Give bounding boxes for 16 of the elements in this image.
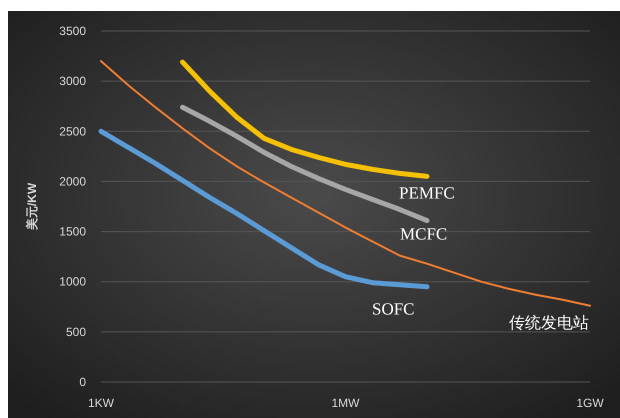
y-tick-label: 1500 [59,224,86,239]
x-tick-label: 1MW [332,396,360,410]
series-label: 传统发电站 [509,314,589,332]
series-label: MCFC [400,224,448,244]
y-tick-label: 3000 [59,74,86,88]
series-label: PEMFC [399,183,455,202]
series-label: SOFC [372,300,415,319]
y-tick-label: 0 [79,375,86,389]
y-tick-label: 1000 [59,274,86,289]
y-tick-label: 3500 [59,24,86,38]
y-tick-label: 2000 [59,174,86,188]
y-tick-label: 500 [66,324,86,339]
x-tick-label: 1KW [88,396,115,410]
y-tick-label: 2500 [59,124,86,138]
x-tick-label: 1GW [576,396,604,410]
y-axis-title: 美元/KW [25,182,39,232]
